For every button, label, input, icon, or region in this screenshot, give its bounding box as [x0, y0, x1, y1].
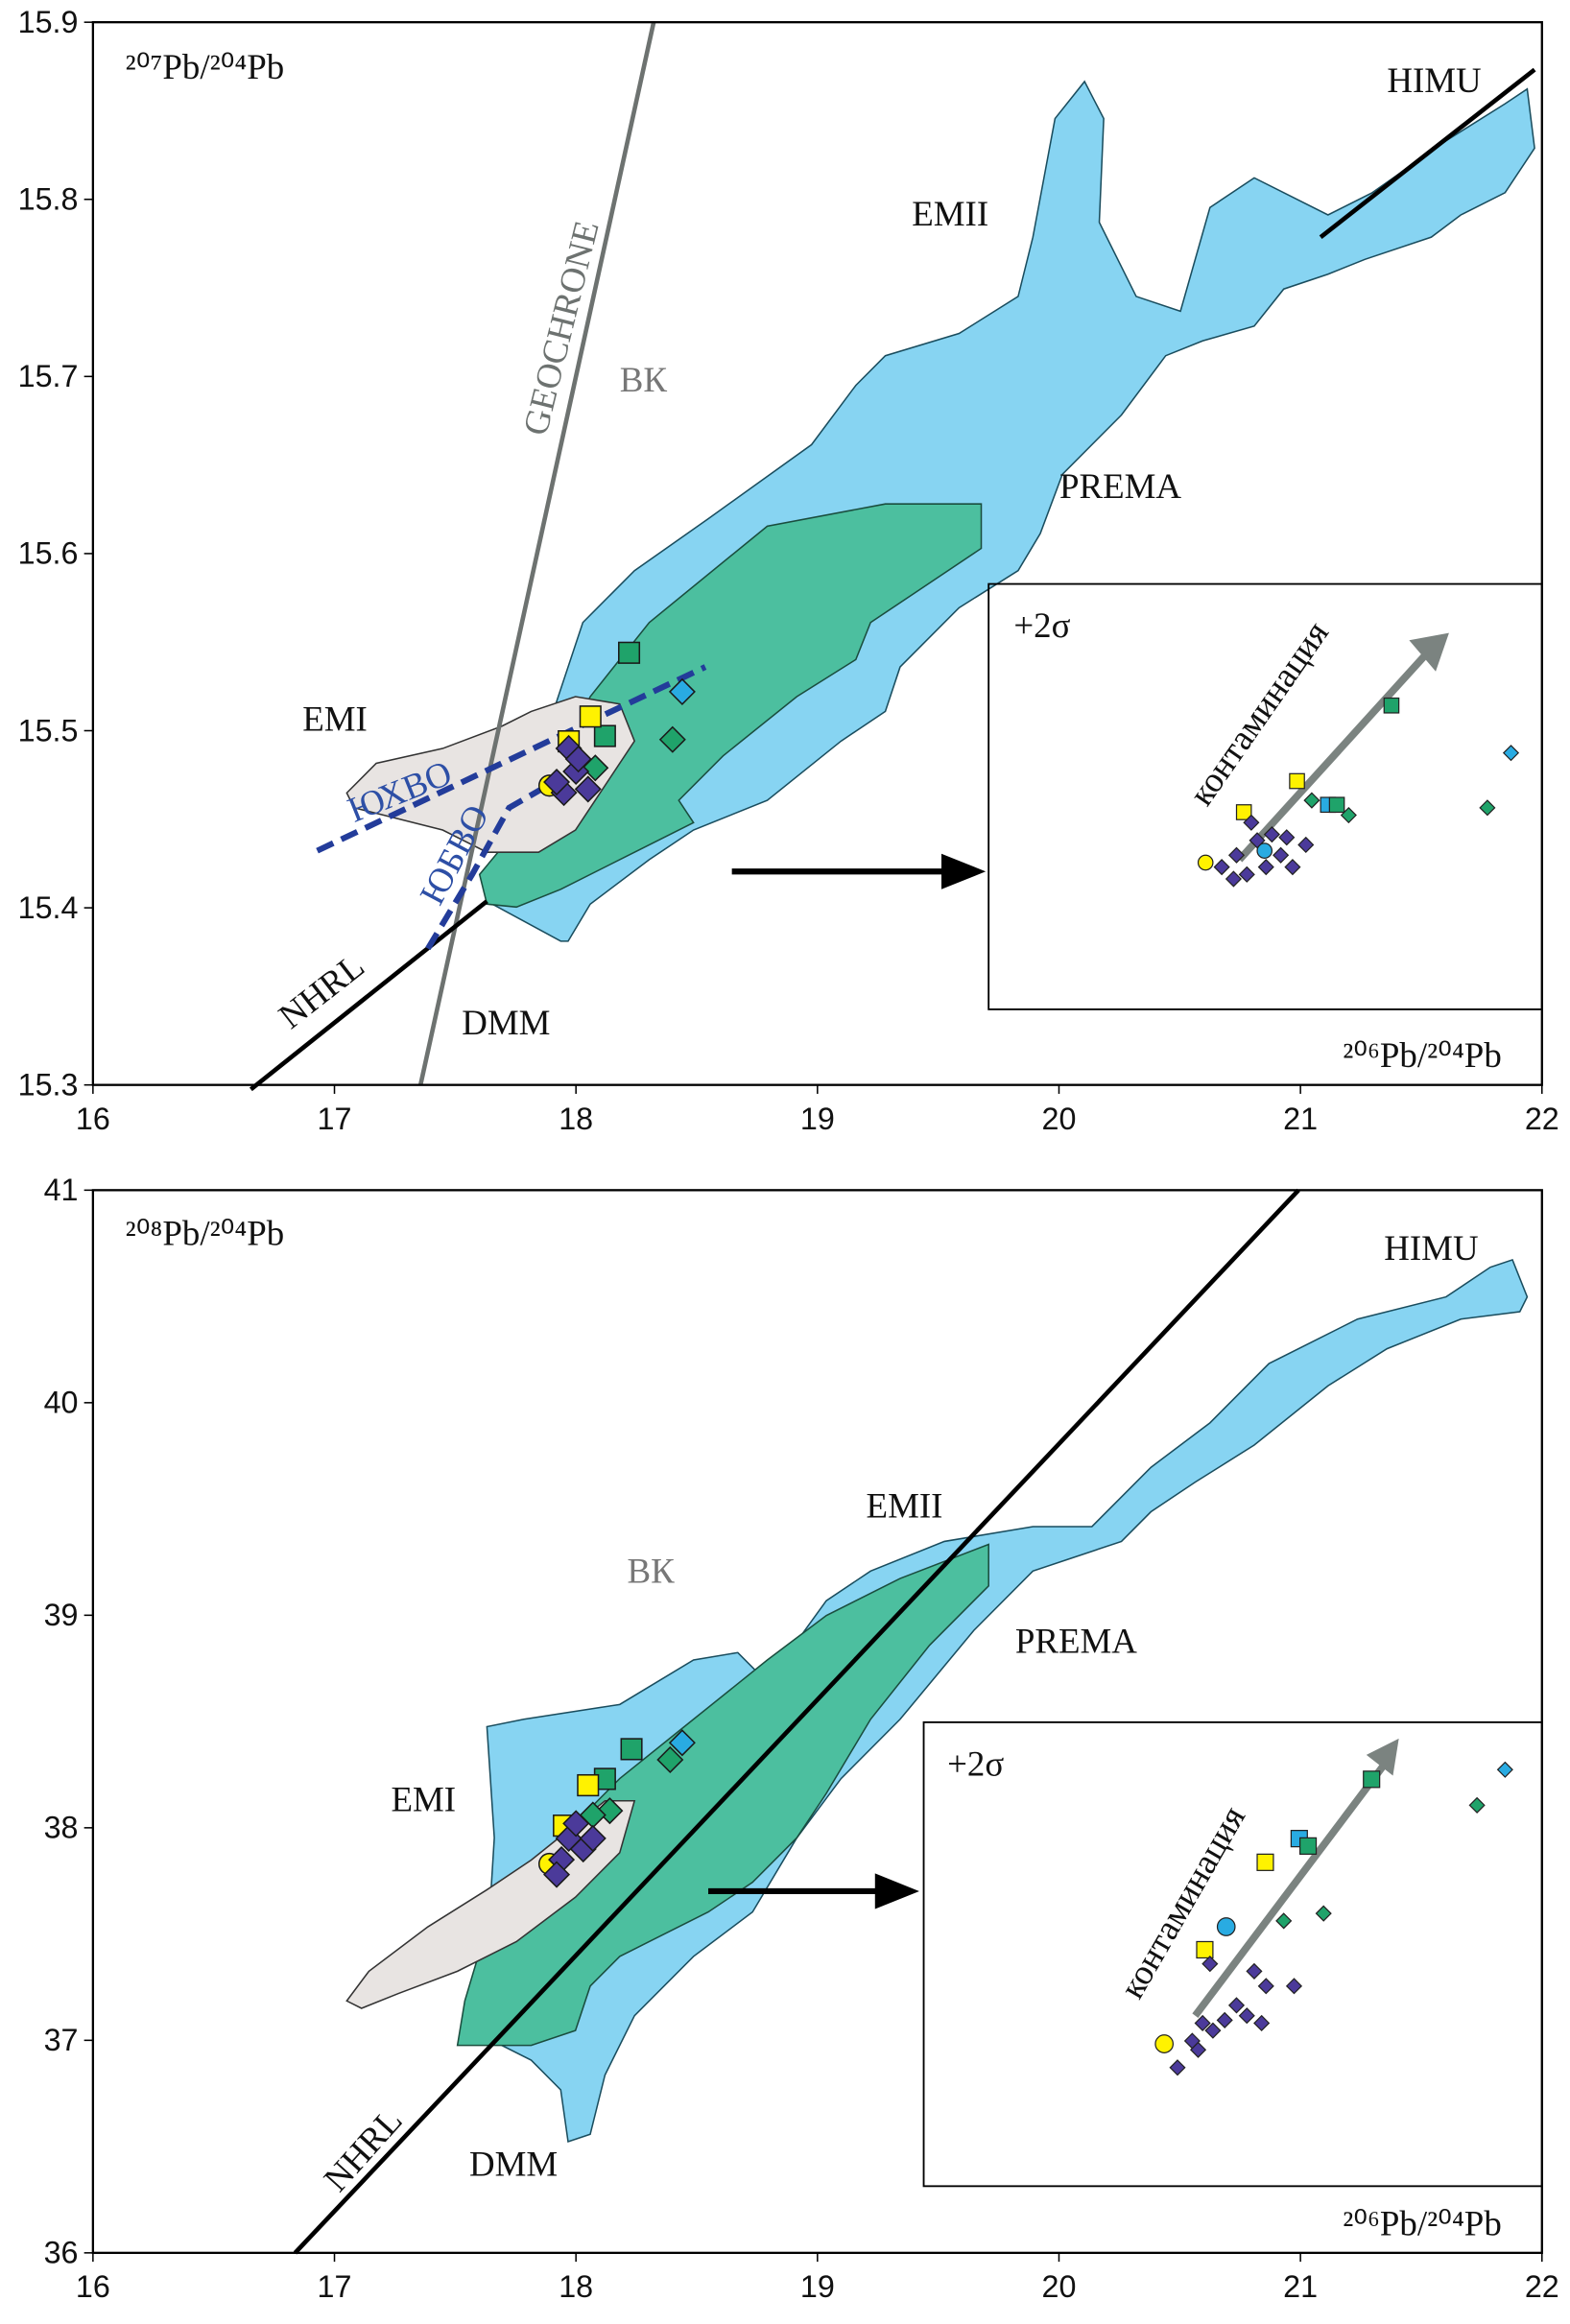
x-tick-label: 18 — [559, 1102, 593, 1136]
nhrl — [249, 899, 488, 1092]
label: PREMA — [1015, 1621, 1137, 1660]
y-tick-label: 41 — [44, 1173, 79, 1207]
point — [562, 1810, 590, 1838]
x-tick-label: 21 — [1283, 2269, 1318, 2304]
inset-points — [1197, 697, 1520, 888]
point — [564, 745, 592, 773]
x-tick-label: 21 — [1283, 1102, 1318, 1136]
point — [668, 677, 696, 705]
point — [543, 1861, 571, 1888]
point — [618, 641, 641, 664]
x-tick-label: 22 — [1525, 2269, 1559, 2304]
contamination-arrow — [1192, 1764, 1386, 2019]
label: DMM — [462, 1003, 550, 1042]
inset-points — [1154, 1761, 1513, 2076]
label: ВК — [627, 1552, 675, 1591]
arrow-head — [874, 1873, 919, 1909]
label: HIMU — [1387, 60, 1481, 100]
axis-label: ²⁰⁶Pb/²⁰⁴Pb — [1343, 2203, 1502, 2242]
y-tick-label: 40 — [44, 1386, 79, 1420]
arrow-head — [1409, 632, 1449, 672]
arrow-head — [940, 853, 987, 889]
x-tick-label: 19 — [800, 1102, 835, 1136]
juhvo-line — [316, 664, 707, 854]
y-tick-label: 15.3 — [18, 1067, 79, 1102]
axis-label: ²⁰⁷Pb/²⁰⁴Pb — [126, 47, 285, 86]
jubvo-line — [425, 775, 562, 951]
x-tick-label: 20 — [1042, 1102, 1077, 1136]
label: EMI — [391, 1779, 456, 1818]
prema-field — [486, 1258, 1529, 2144]
label: PREMA — [1059, 466, 1181, 506]
nhrl — [1319, 67, 1536, 239]
point — [620, 1738, 643, 1761]
label: контаминация — [1112, 1799, 1253, 2004]
label: ВК — [620, 360, 668, 399]
point — [593, 724, 616, 747]
y-tick-label: 15.4 — [18, 890, 79, 925]
point — [579, 1824, 607, 1852]
y-tick-label: 38 — [44, 1811, 79, 1845]
point — [577, 1773, 600, 1797]
label: +2σ — [1013, 605, 1070, 645]
x-tick-label: 16 — [76, 1102, 110, 1136]
label: NHRL — [272, 945, 371, 1035]
axis-label: ²⁰⁶Pb/²⁰⁴Pb — [1343, 1035, 1502, 1075]
inset — [922, 1720, 1543, 2188]
label: EMII — [912, 194, 988, 233]
point — [543, 768, 571, 796]
arrow-head — [1366, 1738, 1399, 1776]
y-tick-label: 15.6 — [18, 536, 79, 571]
y-tick-label: 36 — [44, 2236, 79, 2270]
label: DMM — [469, 2144, 558, 2183]
y-tick-label: 15.8 — [18, 182, 79, 217]
point — [574, 775, 602, 803]
point — [579, 705, 602, 728]
x-tick-label: 22 — [1525, 1102, 1559, 1136]
x-tick-label: 18 — [559, 2269, 593, 2304]
label: EMII — [867, 1486, 943, 1526]
x-tick-label: 20 — [1042, 2269, 1077, 2304]
geochrone — [417, 21, 656, 1086]
label: EMI — [302, 699, 368, 738]
point — [668, 1729, 696, 1757]
x-tick-label: 19 — [800, 2269, 835, 2304]
y-tick-label: 15.7 — [18, 359, 79, 393]
y-tick-label: 39 — [44, 1598, 79, 1632]
point — [658, 725, 686, 753]
y-tick-label: 15.5 — [18, 713, 79, 747]
y-tick-label: 37 — [44, 2023, 79, 2057]
x-tick-label: 17 — [318, 1102, 352, 1136]
axis-label: ²⁰⁸Pb/²⁰⁴Pb — [126, 1213, 285, 1252]
x-tick-label: 16 — [76, 2269, 110, 2304]
y-tick-label: 15.9 — [18, 5, 79, 39]
label: +2σ — [947, 1743, 1004, 1783]
nhrl — [293, 1188, 1300, 2255]
point — [656, 1745, 684, 1774]
label: GEOCHRONE — [515, 217, 607, 439]
contamination-arrow — [1236, 653, 1427, 863]
inset — [987, 582, 1543, 1010]
x-tick-label: 17 — [318, 2269, 352, 2304]
label: HIMU — [1384, 1228, 1478, 1268]
